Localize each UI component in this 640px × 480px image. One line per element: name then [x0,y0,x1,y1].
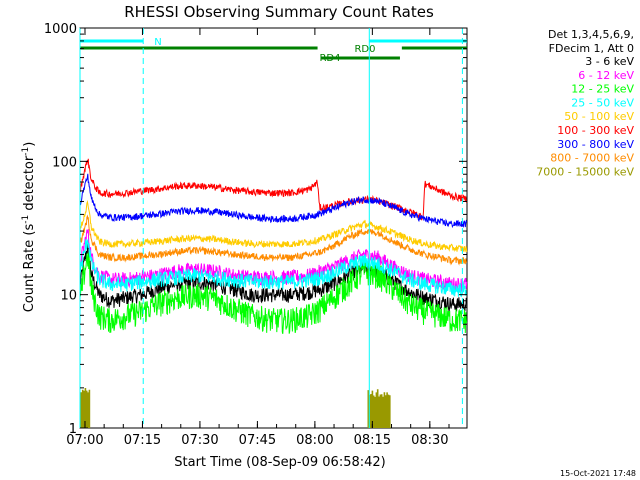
y-tick-label-1: 10 [60,289,77,304]
legend-entry-1: 6 - 12 keV [578,69,634,82]
y-axis-label-sup1: -1 [21,215,31,224]
y-tick-label-2: 100 [52,155,77,170]
x-tick-label-3: 07:45 [239,433,276,448]
series-lines [79,158,468,428]
x-tick-label-2: 07:30 [181,433,218,448]
annotation-n: N [154,37,161,48]
chart-title: RHESSI Observing Summary Count Rates [124,3,434,21]
y-axis-label-main: Count Rate (s [22,224,37,313]
y-axis-label-mid: detector [22,155,37,215]
legend-entry-8: 7000 - 15000 keV [536,165,634,178]
legend-entry-4: 50 - 100 keV [564,110,634,123]
y-tick-label-3: 1000 [44,22,77,37]
y-tick-label-0: 1 [69,422,77,437]
series-line-6-12-kev [79,229,468,293]
flag-bars [80,39,467,60]
legend-entry-5: 100 - 300 keV [557,124,634,137]
legend-entry-3: 25 - 50 keV [571,96,634,109]
footer-date: 15-Oct-2021 17:48 [560,469,636,478]
legend-entry-2: 12 - 25 keV [571,83,634,96]
series-line-300-800-kev [79,173,468,229]
legend-entry-7: 800 - 7000 keV [550,152,634,165]
annotation-rd4: RD4 [319,53,340,64]
x-tick-label-0: 07:00 [66,433,103,448]
annotation-rd0: RD0 [354,44,375,55]
y-axis-label-sup2: -1 [21,147,31,156]
x-tick-label-5: 08:15 [354,433,391,448]
series-line-800-7000-kev [79,214,468,266]
legend-entry-6: 300 - 800 keV [557,138,634,151]
axes: 07:00 07:15 07:30 07:45 08:00 08:15 08:30 1 10 10… [44,22,467,448]
annotations: N RD0 RD4 [154,37,375,64]
y-axis-label-end: ) [22,142,37,147]
legend: Det 1,3,4,5,6,9, FDecim 1, Att 0 3 - 6 k… [536,28,634,178]
series-line-25-50-kev [79,238,467,298]
legend-header-line1: Det 1,3,4,5,6,9, [548,28,634,41]
attenuator-lines [79,28,463,428]
legend-header-line2: FDecim 1, Att 0 [549,42,634,55]
series-line-50-100-kev [79,199,468,253]
y-axis-label: Count Rate (s-1 detector-1) [21,142,37,313]
x-axis-label: Start Time (08-Sep-09 06:58:42) [174,455,385,470]
x-tick-label-1: 07:15 [124,433,161,448]
legend-entry-0: 3 - 6 keV [585,55,634,68]
x-tick-label-4: 08:00 [296,433,333,448]
x-tick-label-6: 08:30 [411,433,448,448]
series-line-12-25-kev [79,252,468,335]
